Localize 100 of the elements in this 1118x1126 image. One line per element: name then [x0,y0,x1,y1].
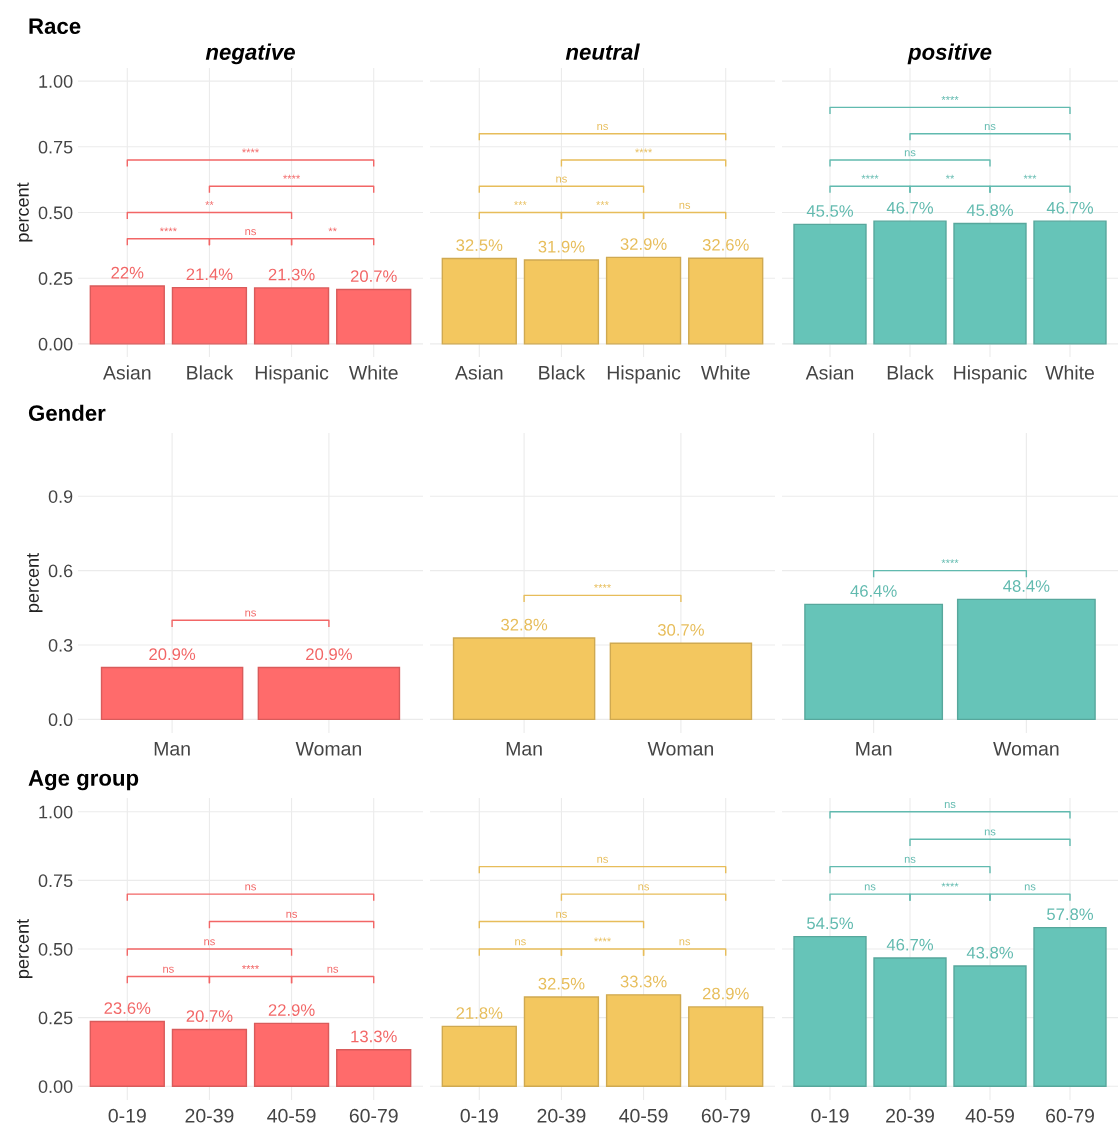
y-tick-label: 0.25 [38,272,73,285]
x-tick-label: Asian [805,365,854,380]
annotation: *** [596,201,609,206]
bar [523,996,600,1087]
y-tick-label: 0.00 [38,1080,73,1093]
data-label: 54.5% [807,917,854,930]
data-label: 45.8% [966,204,1014,217]
annotation: **** [159,227,177,232]
annotation: **** [941,559,959,564]
y-tick-label: 0.9 [48,490,73,503]
bar [688,1006,764,1087]
x-tick-label: Woman [993,742,1059,756]
annotation: *** [514,201,527,206]
data-label: 32.8% [501,618,548,631]
data-label: 45.5% [806,205,854,217]
x-tick-label: 60-79 [1046,1108,1094,1123]
x-tick-label: White [1045,365,1094,380]
chart-subtitle: positive [907,43,992,65]
x-tick-label: 20-39 [185,1108,234,1123]
x-tick-label: Asian [103,365,151,380]
annotation: *** [1023,174,1037,179]
data-label: 46.4% [850,585,897,597]
data-label: 46.7% [886,201,934,214]
bar [793,935,867,1087]
annotation: **** [283,174,301,179]
x-tick-label: 60-79 [349,1108,398,1123]
annotation: ns [286,911,298,918]
annotation: ns [556,911,567,918]
data-label: 21.8% [456,1007,503,1019]
y-tick-label: 1.00 [39,75,73,88]
annotation: ns [245,229,256,236]
data-label: 22.9% [268,1004,315,1016]
x-tick-label: 40-59 [267,1108,316,1123]
y-tick-label: 0.75 [38,874,73,888]
annotation: **** [635,148,653,153]
data-label: 21.4% [186,268,233,281]
x-tick-label: Black [187,365,234,380]
annotation: **** [594,583,611,588]
annotation: ns [163,966,174,973]
annotation: ns [1024,884,1036,891]
data-label: 48.4% [1003,580,1050,592]
annotation: ** [945,174,955,179]
annotation: ns [984,123,996,131]
annotation: ns [327,966,339,973]
data-label: 20.9% [306,648,352,661]
x-tick-label: Hispanic [954,365,1027,384]
data-label: 30.7% [657,623,704,636]
data-label: 46.7% [886,938,934,951]
data-label: 22% [111,266,144,279]
y-tick-label: 0.0 [48,713,73,727]
x-tick-label: 0-19 [460,1108,498,1123]
x-tick-label: 20-39 [537,1108,586,1123]
annotation: **** [242,148,259,153]
annotation: ns [904,150,916,157]
x-tick-label: 0-19 [811,1108,849,1123]
data-label: 32.6% [702,238,749,251]
x-tick-label: 0-19 [108,1108,146,1123]
chart-title: Gender [28,404,106,421]
annotation: ns [597,856,608,863]
y-tick-label: 0.75 [38,140,73,154]
x-tick-label: White [348,365,398,380]
y-tick-label: 0.25 [38,1011,73,1025]
data-label: 31.9% [538,240,585,253]
x-tick-label: White [700,365,750,380]
data-label: 33.3% [620,975,667,988]
data-label: 23.6% [104,1002,151,1015]
x-tick-label: 20-39 [886,1108,934,1123]
annotation: ns [245,884,256,891]
x-tick-label: 40-59 [965,1108,1014,1123]
annotation: ** [205,201,214,206]
bar [605,994,682,1087]
y-axis-title: percent [27,553,43,612]
annotation: ns [638,884,650,891]
x-tick-label: Asian [455,365,503,380]
annotation: ns [245,610,256,617]
data-label: 20.7% [350,270,397,283]
bar [953,965,1027,1087]
data-label: 28.9% [702,987,749,1000]
data-label: 32.5% [456,239,503,252]
y-tick-label: 0.3 [48,638,73,652]
annotation: **** [861,174,879,179]
data-label: 21.3% [268,268,315,281]
annotation: ns [984,829,996,836]
annotation: ns [904,856,916,863]
annotation: ns [556,176,567,183]
bar [441,1025,517,1087]
y-axis-title: percent [17,919,33,978]
x-tick-label: Man [154,742,190,756]
x-tick-label: Hispanic [255,365,329,384]
annotation: **** [594,937,611,942]
y-tick-label: 0.6 [48,564,73,578]
x-tick-label: 40-59 [619,1108,668,1123]
x-tick-label: 60-79 [701,1108,750,1123]
y-axis-title: percent [17,182,33,242]
x-tick-label: Black [887,365,934,380]
annotation: ** [328,227,337,232]
x-tick-label: Black [539,365,586,380]
chart-subtitle: negative [205,43,295,65]
y-tick-label: 0.50 [38,206,73,220]
x-tick-label: Hispanic [607,365,681,384]
